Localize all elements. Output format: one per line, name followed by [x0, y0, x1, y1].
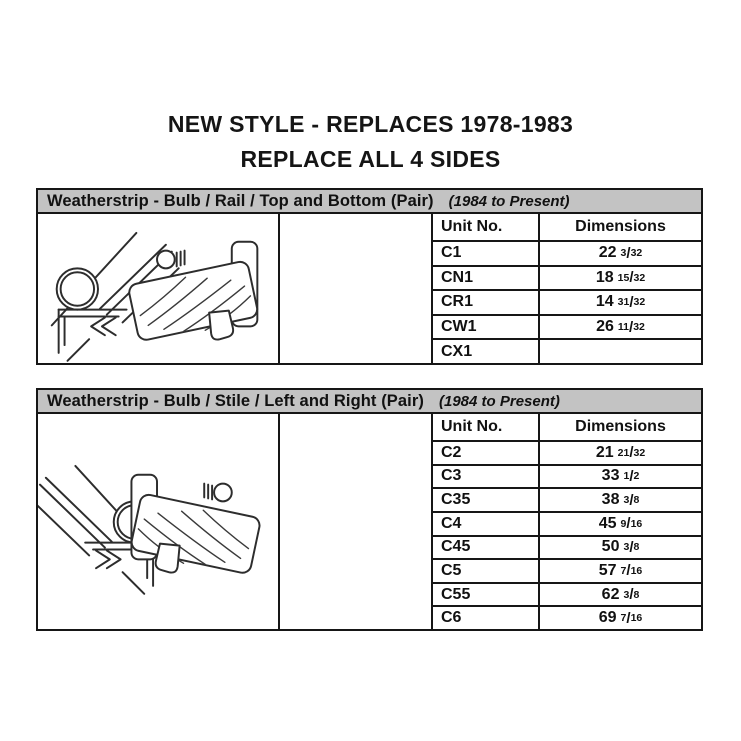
dimension-value: 38 3/8 [601, 491, 640, 509]
unit-no-value: CW1 [433, 315, 540, 339]
unit-no-column-header: Unit No. [433, 414, 540, 440]
unit-no-value: C45 [433, 536, 540, 559]
unit-no-column-header: Unit No. [433, 214, 540, 240]
dimension-value: 69 7/16 [598, 609, 643, 627]
page-title-line1: NEW STYLE - REPLACES 1978-1983 [167, 111, 574, 137]
dimensions-column-header: Dimensions [575, 418, 666, 435]
unit-no-value: C55 [433, 583, 540, 606]
rail-diagram-cell [38, 214, 280, 363]
unit-no-value: C6 [433, 607, 540, 629]
stile-data-columns: Unit No. Dimensions C2 21 21/32 C3 33 1/2 … [433, 414, 701, 629]
unit-no-value: C2 [433, 442, 540, 464]
dimension-value: 45 9/16 [598, 514, 643, 533]
unit-no-value: C4 [433, 512, 540, 535]
unit-no-value: CN1 [433, 266, 540, 290]
rail-data-columns: Unit No. Dimensions C1 22 3/32 CN1 18 15/3… [433, 214, 701, 363]
rail-table-era-note: (1984 to Present) [448, 192, 570, 210]
table-row: CR1 14 31/32 [433, 289, 701, 314]
table-row: CN1 18 15/32 [433, 264, 701, 290]
unit-no-value: C1 [433, 242, 540, 265]
dimension-value [540, 340, 701, 363]
dimension-value: 50 3/8 [601, 538, 640, 556]
unit-no-value: CX1 [433, 340, 540, 363]
stile-table-era-note: (1984 to Present) [439, 392, 560, 410]
rail-table-header-bar: Weatherstrip - Bulb / Rail / Top and Bot… [38, 190, 701, 214]
table-row: C6 69 7/16 [433, 605, 701, 629]
dimension-value: 14 31/32 [595, 293, 646, 311]
dimension-value: 21 21/32 [595, 443, 646, 462]
dimension-value: 22 3/32 [598, 244, 643, 262]
dimension-value: 33 1/2 [601, 467, 640, 485]
table-row: C45 50 3/8 [433, 534, 701, 559]
dimension-value: 57 7/16 [598, 561, 643, 580]
unit-no-value: CR1 [433, 291, 540, 314]
dimensions-column-header: Dimensions [575, 218, 666, 235]
table-row: C2 21 21/32 [433, 440, 701, 464]
unit-no-value: C35 [433, 489, 540, 511]
table-row: C55 62 3/8 [433, 581, 701, 606]
bulb-rail-cross-section-diagram [50, 231, 260, 362]
table-row: C35 38 3/8 [433, 487, 701, 511]
table-row: CX1 [433, 338, 701, 363]
page-title-block: NEW STYLE - REPLACES 1978-1983 REPLACE A… [0, 107, 741, 177]
stile-diagram-cell [38, 414, 280, 629]
table-row: C5 57 7/16 [433, 558, 701, 582]
unit-no-value: C5 [433, 560, 540, 582]
table-row: C3 33 1/2 [433, 463, 701, 488]
rail-table-title: Weatherstrip - Bulb / Rail / Top and Bot… [47, 191, 434, 210]
dimension-value: 26 11/32 [596, 318, 645, 336]
table-row: C4 45 9/16 [433, 510, 701, 535]
stile-table-title: Weatherstrip - Bulb / Stile / Left and R… [47, 391, 424, 410]
page-title-line2: REPLACE ALL 4 SIDES [240, 146, 501, 172]
weatherstrip-rail-table: Weatherstrip - Bulb / Rail / Top and Bot… [36, 188, 703, 365]
dimension-value: 62 3/8 [601, 585, 640, 604]
table-row: C1 22 3/32 [433, 240, 701, 265]
stile-table-header-bar: Weatherstrip - Bulb / Stile / Left and R… [38, 390, 701, 414]
rail-blank-cell [280, 214, 433, 363]
dimension-value: 18 15/32 [595, 268, 646, 287]
weatherstrip-stile-table: Weatherstrip - Bulb / Stile / Left and R… [36, 388, 703, 631]
stile-blank-cell [280, 414, 433, 629]
rail-column-header-row: Unit No. Dimensions [433, 214, 701, 240]
stile-column-header-row: Unit No. Dimensions [433, 414, 701, 440]
unit-no-value: C3 [433, 465, 540, 488]
bulb-stile-cross-section-diagram [38, 464, 263, 595]
table-row: CW1 26 11/32 [433, 313, 701, 339]
